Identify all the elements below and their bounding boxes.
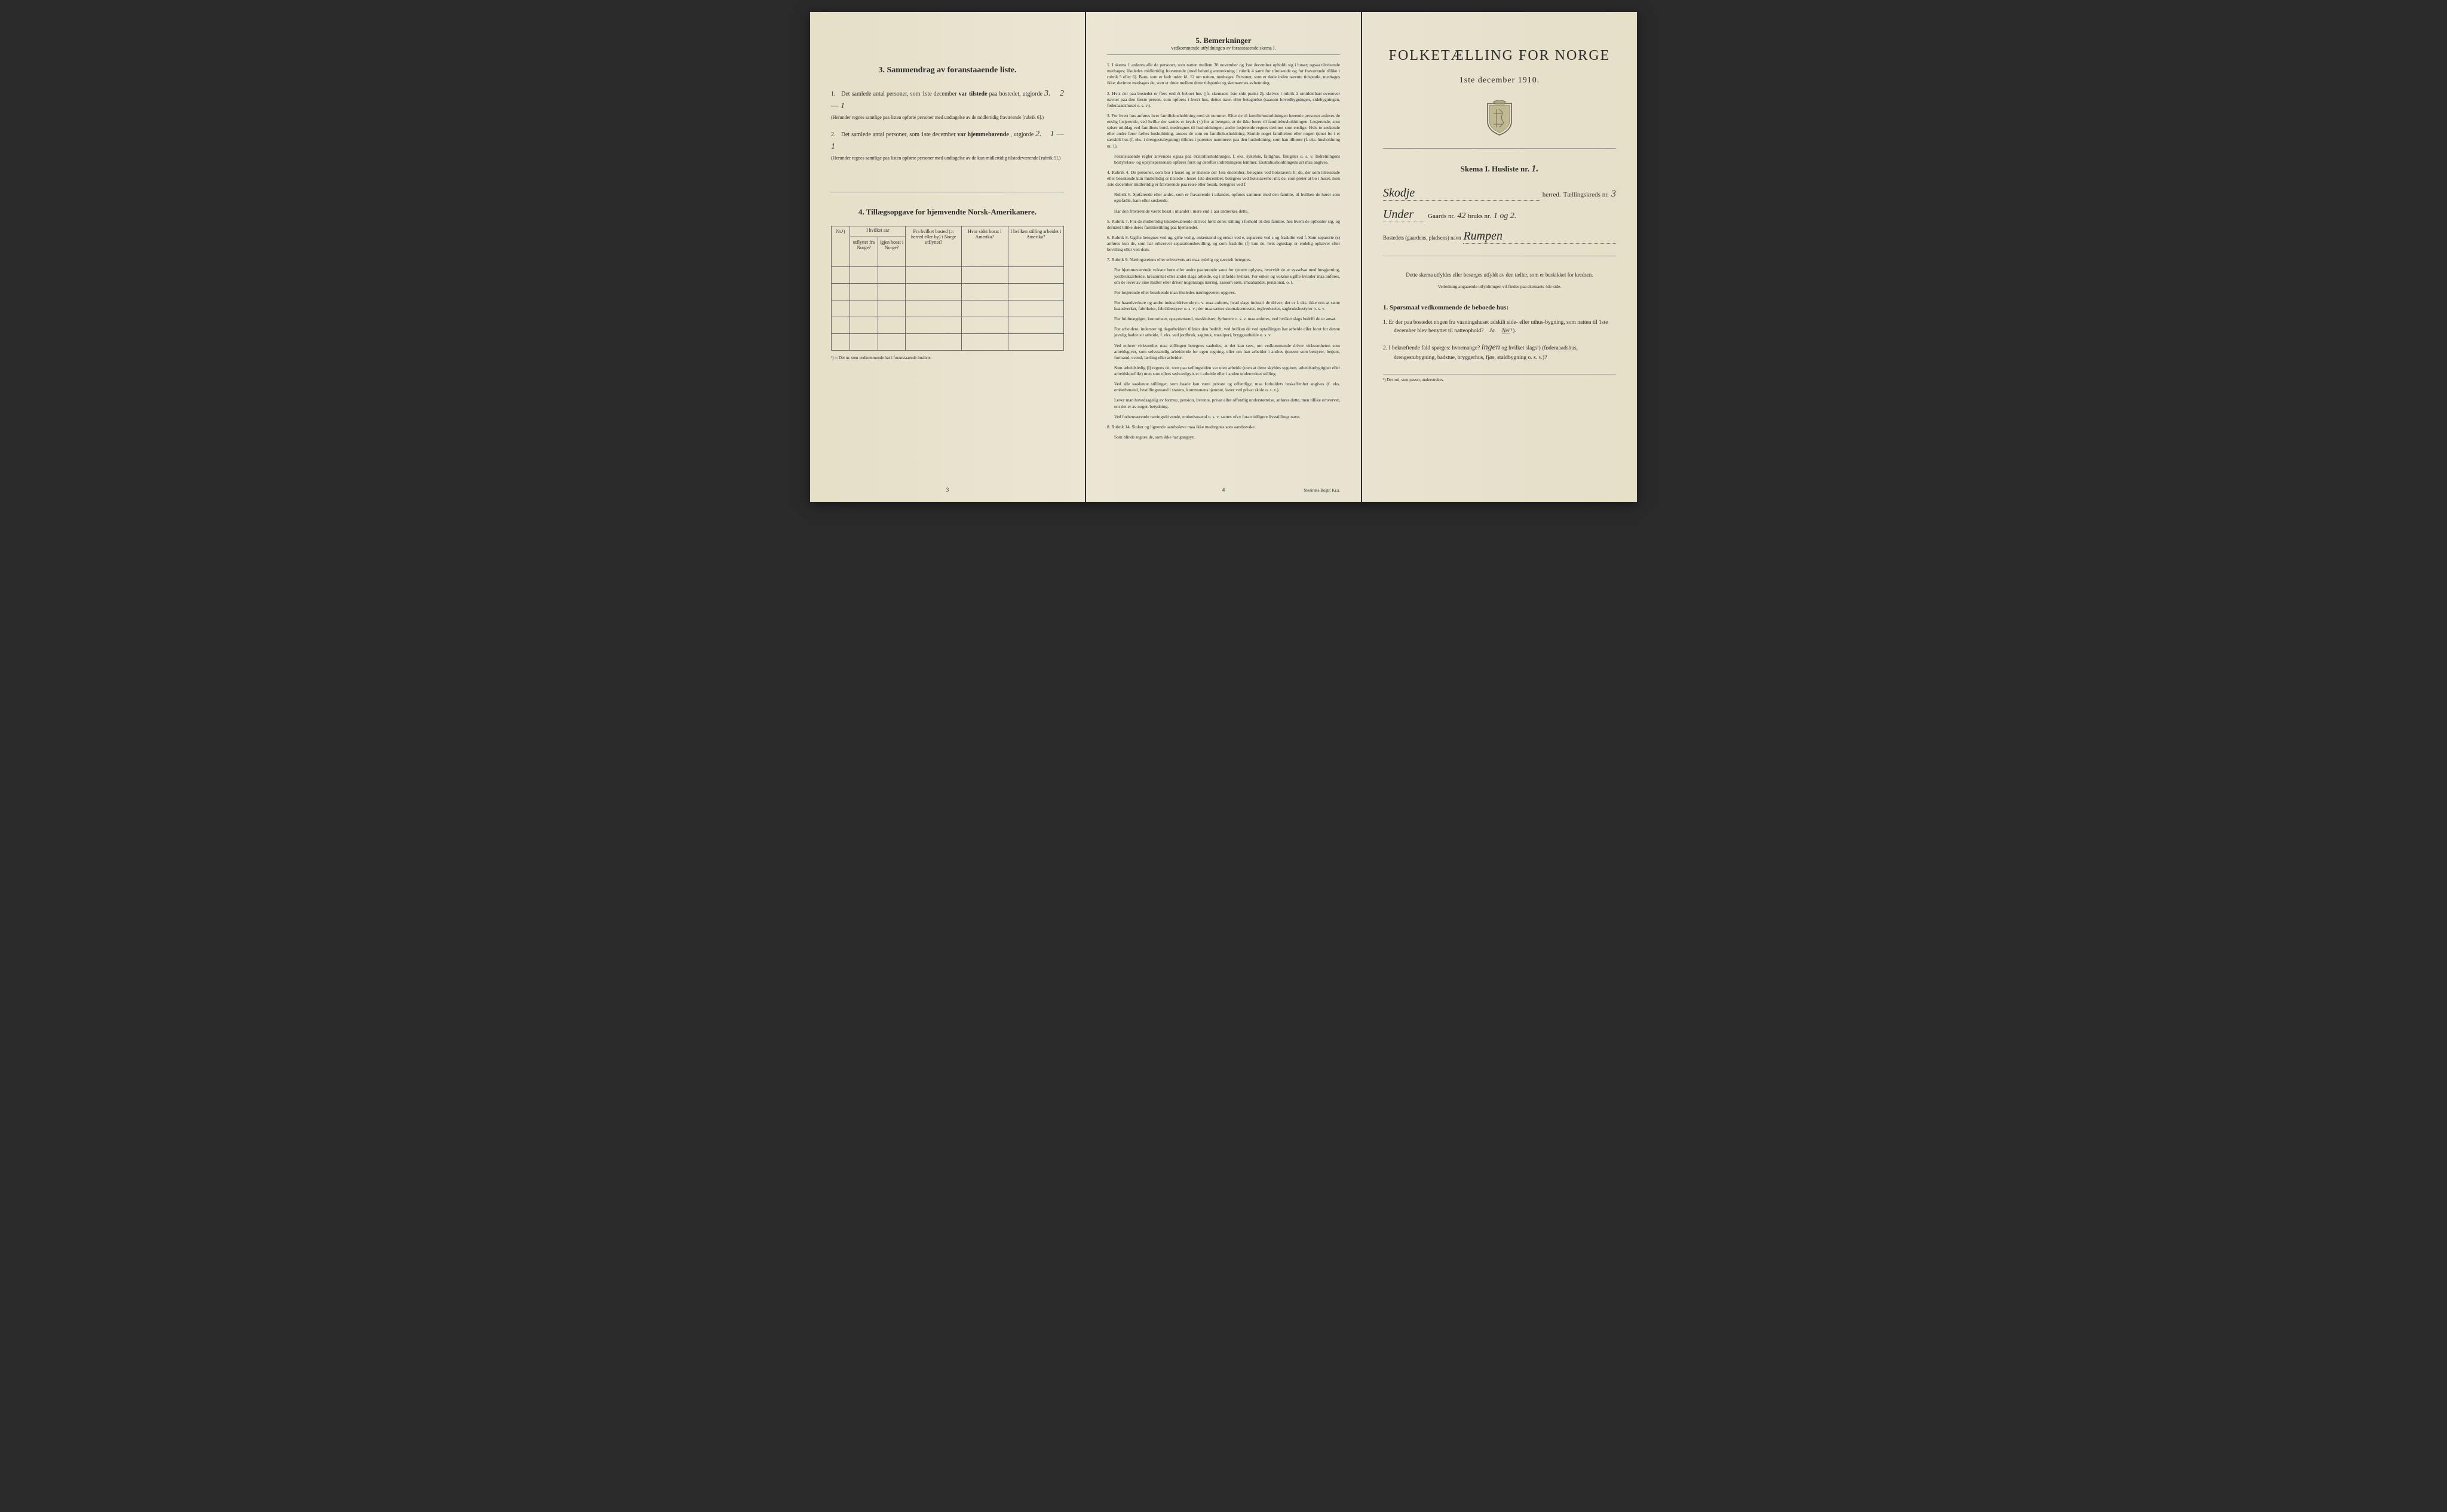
page-number-4: 4 xyxy=(1222,487,1225,493)
section3-item1: 1. Det samlede antal personer, som 1ste … xyxy=(831,87,1064,121)
q1-item2: 2. I bekræftende fald spørges: hvormange… xyxy=(1383,341,1616,362)
remarks-item: For losjerende eller besøkende maa likel… xyxy=(1107,290,1340,296)
printer-note: Steen'ske Bogtr. Kr.a. xyxy=(1304,488,1340,493)
remarks-item: Som blinde regnes de, som ikke har gangs… xyxy=(1107,434,1340,440)
remarks-item: Ved forhenværende næringsdrivende, embed… xyxy=(1107,414,1340,420)
section-4-title: 4. Tillægsopgave for hjemvendte Norsk-Am… xyxy=(831,192,1064,217)
remarks-item: Som arbeidsledig (l) regnes de, som paa … xyxy=(1107,365,1340,377)
shield-icon xyxy=(1485,100,1514,136)
remarks-item: Ved enhver virksomhet maa stillingen bet… xyxy=(1107,343,1340,361)
remarks-item: Lever man hovedsagelig av formue, pensio… xyxy=(1107,397,1340,409)
gaards-row: Under Gaards nr. 42 bruks nr. 1 og 2. xyxy=(1383,208,1616,222)
item2-note: (Herunder regnes samtlige paa listen opf… xyxy=(831,155,1064,161)
section-3-title: 3. Sammendrag av foranstaaende liste. xyxy=(831,66,1064,75)
main-title: FOLKETÆLLING FOR NORGE xyxy=(1383,48,1616,64)
remarks-title: 5. Bemerkninger xyxy=(1107,36,1340,45)
table-row xyxy=(832,266,1064,283)
skema-line: Skema I. Husliste nr. 1. xyxy=(1383,164,1616,174)
page-center: 5. Bemerkninger vedkommende utfyldningen… xyxy=(1086,12,1361,502)
remarks-item: 2. Hvis der paa bostedet er flere end ét… xyxy=(1107,91,1340,109)
supplement-table: Nr.¹) I hvilket aar Fra hvilket bosted (… xyxy=(831,226,1064,351)
footnote: ¹) Det ord, som passer, understrekes. xyxy=(1383,374,1616,382)
page-number-3: 3 xyxy=(946,487,949,493)
date-line: 1ste december 1910. xyxy=(1383,76,1616,85)
husliste-nr: 1. xyxy=(1531,164,1538,174)
table-row xyxy=(832,283,1064,300)
instructions: Dette skema utfyldes eller besørges utfy… xyxy=(1383,271,1616,279)
item1-note: (Herunder regnes samtlige paa listen opf… xyxy=(831,115,1064,121)
page-left: 3. Sammendrag av foranstaaende liste. 1.… xyxy=(810,12,1085,502)
nei-underlined: Nei xyxy=(1502,328,1510,334)
th-year-group: I hvilket aar xyxy=(850,226,906,237)
table-footnote: ¹) ɔ: Det nr. som vedkommende har i fora… xyxy=(831,355,1064,360)
bosted-value: Rumpen xyxy=(1463,229,1616,244)
section3-item2: 2. Det samlede antal personer, som 1ste … xyxy=(831,128,1064,161)
coat-of-arms-icon xyxy=(1485,100,1514,136)
remarks-list: 1. I skema 1 anføres alle de personer, s… xyxy=(1107,62,1340,440)
q2-hw: ingen xyxy=(1482,343,1500,352)
remarks-item: 7. Rubrik 9. Næringsveiens eller erhverv… xyxy=(1107,257,1340,263)
remarks-item: 5. Rubrik 7. For de midlertidig tilstede… xyxy=(1107,219,1340,231)
instructions-sub: Veiledning angaaende utfyldningen vil fi… xyxy=(1383,284,1616,289)
th-where: Hvor sidst bosat i Amerika? xyxy=(961,226,1008,266)
remarks-item: 1. I skema 1 anføres alle de personer, s… xyxy=(1107,62,1340,87)
page-right-cover: FOLKETÆLLING FOR NORGE 1ste december 191… xyxy=(1362,12,1637,502)
bruks-nr: 1 og 2. xyxy=(1494,211,1517,221)
kreds-nr: 3 xyxy=(1611,189,1616,200)
herred-value: Skodje xyxy=(1383,186,1540,201)
document-tri-fold: 3. Sammendrag av foranstaaende liste. 1.… xyxy=(810,12,1637,502)
table-row xyxy=(832,300,1064,317)
remarks-item: 6. Rubrik 8. Ugifte betegnes ved ug, gif… xyxy=(1107,235,1340,253)
remarks-item: Rubrik 6. Sjøfarende eller andre, som er… xyxy=(1107,192,1340,204)
remarks-item: Foranstaaende regler anvendes ogsaa paa … xyxy=(1107,154,1340,165)
remarks-item: Har den fraværende været bosat i utlande… xyxy=(1107,208,1340,214)
remarks-item: For hjemmeværende voksne børn eller andr… xyxy=(1107,267,1340,285)
remarks-subtitle: vedkommende utfyldningen av foranstaaend… xyxy=(1107,45,1340,55)
remarks-item: 4. Rubrik 4. De personer, som bor i huse… xyxy=(1107,170,1340,188)
remarks-item: 8. Rubrik 14. Sinker og lignende aandssl… xyxy=(1107,424,1340,430)
table-row xyxy=(832,333,1064,350)
remarks-item: For fuldmægtiger, kontorister, opsynsmæn… xyxy=(1107,316,1340,322)
remarks-item: Ved alle saadanne stillinger, som baade … xyxy=(1107,381,1340,393)
herred-row: Skodje herred. Tællingskreds nr. 3 xyxy=(1383,186,1616,201)
divider xyxy=(1383,148,1616,149)
under-value: Under xyxy=(1383,208,1425,222)
th-returned: igjen bosat i Norge? xyxy=(878,237,906,266)
th-nr: Nr.¹) xyxy=(832,226,850,266)
th-position: I hvilken stilling arbeidet i Amerika? xyxy=(1008,226,1063,266)
remarks-item: For haandverkere og andre industridriven… xyxy=(1107,300,1340,312)
th-from: Fra hvilket bosted (ɔ: herred eller by) … xyxy=(906,226,961,266)
remarks-item: For arbeidere, inderster og dagarbeidere… xyxy=(1107,326,1340,338)
table-row xyxy=(832,317,1064,333)
remarks-item: 3. For hvert hus anføres hver familiehus… xyxy=(1107,113,1340,149)
th-emigrated: utflyttet fra Norge? xyxy=(850,237,878,266)
gaards-nr: 42 xyxy=(1457,211,1465,221)
q1-item1: 1. Er der paa bostedet nogen fra vaaning… xyxy=(1383,318,1616,336)
q1-title: 1. Spørsmaal vedkommende de beboede hus: xyxy=(1383,304,1616,311)
bosted-row: Bostedets (gaardens, pladsens) navn Rump… xyxy=(1383,229,1616,244)
